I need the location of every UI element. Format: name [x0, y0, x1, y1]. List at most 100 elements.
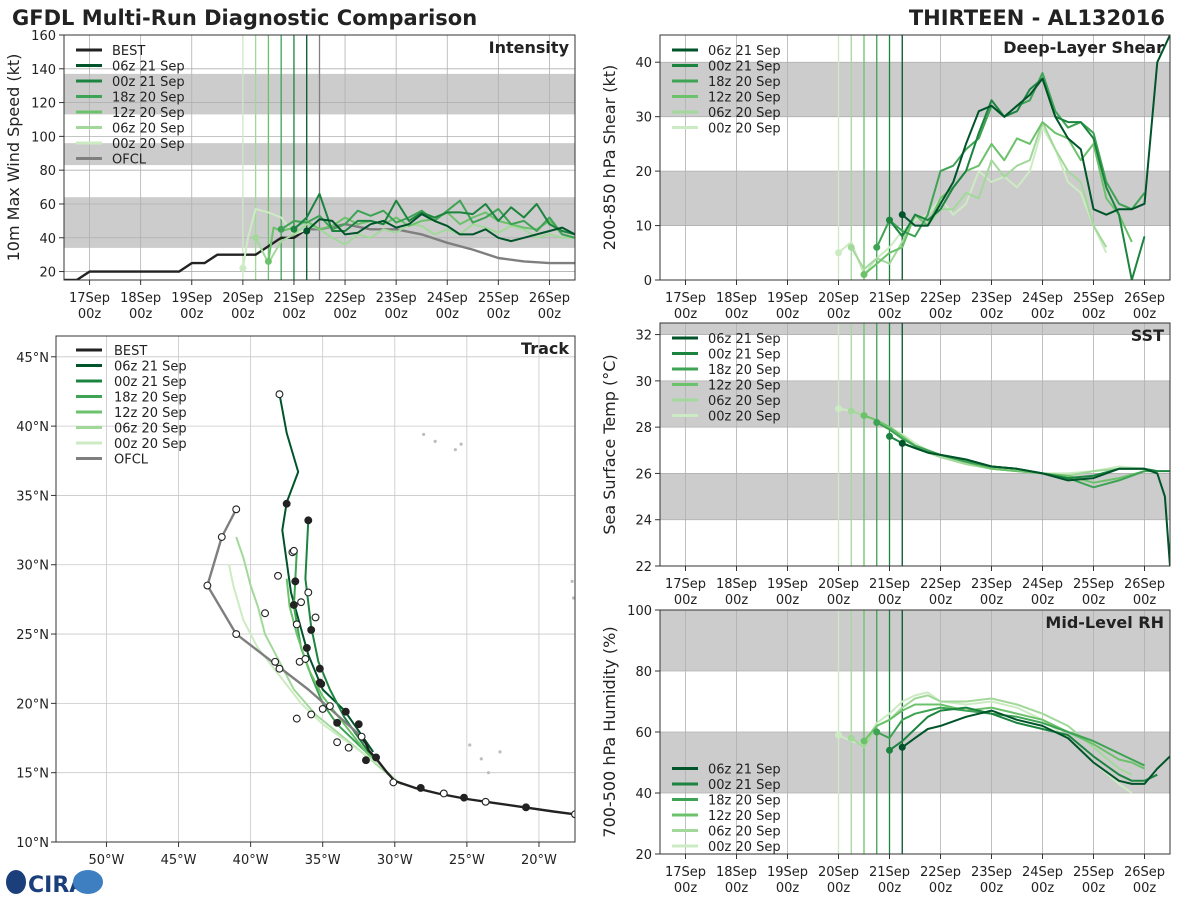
x-tick-label-hour-9: 00z [1133, 881, 1157, 896]
init-point-00z-21-sep [886, 216, 893, 224]
intensity-panel: 2040608010012014016017Sep00z18Sep00z19Se… [4, 29, 576, 322]
x-tick-label-hour-3: 00z [231, 307, 255, 322]
y-tick-label-4: 30 [635, 375, 652, 390]
x-tick-label-hour-4: 00z [878, 881, 902, 896]
legend-label-06z-21-sep: 06z 21 Sep [114, 360, 187, 375]
y-axis-label: 200-850 hPa Shear (kt) [600, 65, 619, 251]
series-line-12z-20-sep [863, 414, 1158, 484]
x-tick-label-date-6: 23Sep [971, 577, 1012, 592]
track-point-18z-20-sep-2 [315, 664, 324, 673]
y-tick-label-3: 80 [39, 164, 56, 179]
y-tick-label-4: 40 [635, 56, 652, 71]
series-line-00z-21-sep [888, 706, 1158, 782]
x-tick-label-date-8: 25Sep [1073, 865, 1114, 880]
legend-label-06z-21-sep: 06z 21 Sep [708, 332, 781, 347]
x-tick-label-hour-8: 00z [1082, 593, 1106, 608]
x-tick-label-date-1: 18Sep [120, 291, 161, 306]
x-tick-label-hour-5: 00z [929, 881, 953, 896]
track-line-06z-21-sep [278, 394, 375, 753]
x-tick-label-hour-3: 00z [827, 307, 851, 322]
track-line-ofcl [206, 508, 363, 738]
x-tick-label-date-4: 21Sep [273, 291, 314, 306]
legend-label-00z-21-sep: 00z 21 Sep [708, 348, 781, 363]
track-point-12z-20-sep-6 [304, 588, 313, 597]
figure-title: GFDL Multi-Run Diagnostic Comparison [12, 6, 477, 30]
island-1 [433, 439, 437, 443]
x-tick-label-hour-7: 00z [1031, 881, 1055, 896]
lat-tick-label-4: 30°N [16, 559, 49, 574]
legend-label-06z-21-sep: 06z 21 Sep [708, 763, 781, 778]
shaded-band-2 [660, 323, 1170, 335]
rh-panel: 2040608010017Sep00z18Sep00z19Sep00z20Sep… [600, 604, 1171, 896]
init-point-00z-20-sep [239, 264, 247, 272]
y-tick-label-5: 32 [635, 329, 652, 344]
init-point-00z-21-sep [886, 432, 893, 440]
panel-title: Deep-Layer Shear [1003, 38, 1164, 57]
y-tick-label-3: 80 [635, 665, 652, 680]
legend-label-06z-20-sep: 06z 20 Sep [114, 422, 187, 437]
lat-tick-label-0: 10°N [16, 836, 49, 851]
init-point-00z-20-sep [835, 731, 842, 739]
series-line-06z-21-sep [901, 709, 1170, 785]
init-point-06z-21-sep [898, 439, 906, 447]
legend-label-00z-21-sep: 00z 21 Sep [112, 75, 185, 90]
track-series-group [203, 390, 575, 819]
panel-title: SST [1131, 326, 1164, 345]
x-tick-label-date-0: 17Sep [665, 577, 706, 592]
globe-icon [6, 870, 26, 894]
x-tick-label-hour-2: 00z [180, 307, 204, 322]
x-tick-label-date-9: 26Sep [1124, 291, 1165, 306]
track-point-06z-21-sep-1 [354, 720, 363, 729]
track-point-18z-20-sep-3 [302, 643, 311, 652]
init-point-12z-20-sep [860, 737, 868, 745]
init-point-06z-20-sep [252, 234, 260, 242]
series-line-06z-20-sep [254, 223, 575, 265]
x-tick-label-date-8: 25Sep [1073, 577, 1114, 592]
x-tick-label-hour-2: 00z [776, 593, 800, 608]
lon-tick-label-5: 25°W [449, 853, 485, 868]
lat-tick-label-6: 40°N [16, 420, 49, 435]
legend-label-06z-20-sep: 06z 20 Sep [708, 394, 781, 409]
track-point-best-6 [389, 778, 398, 787]
panel-title: Mid-Level RH [1045, 613, 1164, 632]
track-point-ofcl-0 [357, 732, 366, 741]
x-tick-label-date-4: 21Sep [869, 865, 910, 880]
track-point-12z-20-sep-1 [318, 704, 327, 713]
y-tick-label-5: 120 [31, 97, 56, 112]
legend-label-12z-20-sep: 12z 20 Sep [708, 379, 781, 394]
track-point-12z-20-sep-5 [297, 598, 306, 607]
init-point-06z-21-sep [898, 211, 906, 219]
track-point-00z-21-sep-4 [291, 577, 300, 586]
shaded-band-0 [660, 732, 1170, 793]
x-tick-label-hour-7: 00z [436, 307, 460, 322]
init-point-18z-20-sep [277, 225, 285, 233]
series-line-06z-21-sep [306, 213, 575, 243]
init-point-00z-20-sep [835, 405, 842, 413]
x-tick-label-hour-1: 00z [129, 307, 153, 322]
x-tick-label-date-8: 25Sep [1073, 291, 1114, 306]
x-tick-label-date-9: 26Sep [1124, 865, 1165, 880]
x-tick-label-date-5: 22Sep [920, 865, 961, 880]
island-9 [571, 596, 576, 600]
legend-label-06z-21-sep: 06z 21 Sep [708, 44, 781, 59]
track-line-12z-20-sep [285, 578, 389, 774]
series-line-06z-20-sep [850, 121, 1108, 271]
legend-label-12z-20-sep: 12z 20 Sep [708, 809, 781, 824]
legend-label-00z-20-sep: 00z 20 Sep [112, 137, 185, 152]
y-tick-label-1: 40 [39, 232, 56, 247]
legend-label-18z-20-sep: 18z 20 Sep [112, 91, 185, 106]
shaded-band-1 [660, 380, 1170, 428]
lat-tick-label-2: 20°N [16, 697, 49, 712]
lon-tick-label-6: 20°W [521, 853, 557, 868]
x-tick-label-date-4: 21Sep [869, 577, 910, 592]
track-point-best-3 [460, 793, 468, 802]
x-tick-label-hour-2: 00z [776, 881, 800, 896]
legend-label-best: BEST [112, 44, 145, 59]
x-tick-label-hour-0: 00z [674, 593, 698, 608]
x-tick-label-date-7: 24Sep [427, 291, 468, 306]
track-point-18z-20-sep-6 [289, 546, 298, 555]
y-tick-label-1: 24 [635, 514, 652, 529]
init-point-12z-20-sep [860, 271, 868, 279]
island-0 [422, 432, 426, 437]
storm-id: THIRTEEN - AL132016 [909, 6, 1165, 30]
